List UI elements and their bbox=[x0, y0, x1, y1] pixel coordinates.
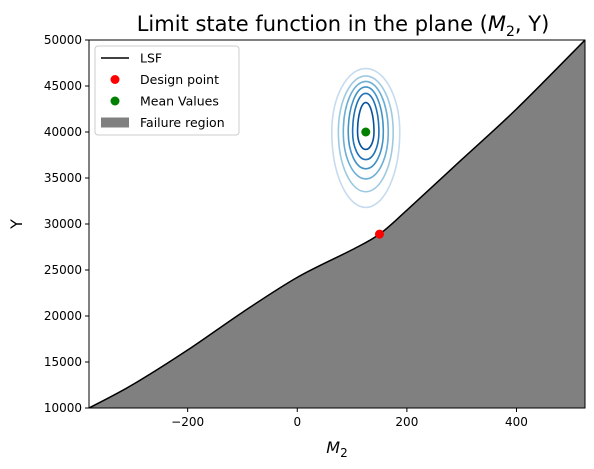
x-tick-label: 200 bbox=[395, 415, 418, 429]
legend-label-mean-values: Mean Values bbox=[140, 94, 219, 109]
legend-swatch-failure-region bbox=[101, 117, 129, 128]
y-tick-label: 25000 bbox=[44, 263, 82, 277]
mean-values-marker bbox=[361, 127, 371, 137]
chart-title: Limit state function in the plane (M2, Y… bbox=[137, 12, 550, 40]
y-tick-label: 10000 bbox=[44, 401, 82, 415]
legend: LSF Design point Mean Values Failure region bbox=[94, 45, 240, 136]
contour-level-4 bbox=[342, 80, 390, 180]
legend-swatch-design-point bbox=[110, 75, 120, 84]
contour-level-5 bbox=[337, 75, 394, 193]
y-axis-label: Y bbox=[7, 219, 26, 230]
legend-label-design-point: Design point bbox=[140, 72, 219, 87]
x-axis: −200 0 200 400 bbox=[171, 408, 528, 429]
lsf-line bbox=[89, 40, 585, 408]
legend-box bbox=[94, 45, 240, 136]
x-tick-label: 0 bbox=[293, 415, 301, 429]
legend-label-failure-region: Failure region bbox=[140, 115, 225, 130]
y-tick-label: 45000 bbox=[44, 79, 82, 93]
contour-level-6 bbox=[330, 67, 401, 209]
y-tick-label: 40000 bbox=[44, 125, 82, 139]
y-tick-label: 15000 bbox=[44, 355, 82, 369]
x-axis-label: M2 bbox=[326, 438, 347, 460]
y-tick-label: 50000 bbox=[44, 33, 82, 47]
design-point-marker bbox=[374, 229, 384, 239]
mean-values-contours bbox=[330, 67, 401, 209]
plot-area bbox=[89, 40, 585, 408]
contour-level-1 bbox=[356, 101, 375, 151]
legend-swatch-mean-values bbox=[110, 96, 120, 106]
x-tick-label: −200 bbox=[171, 415, 204, 429]
failure-region bbox=[89, 40, 585, 408]
y-axis: 10000 15000 20000 25000 30000 35000 40000 45000… bbox=[44, 33, 89, 415]
legend-label-lsf: LSF bbox=[140, 51, 162, 66]
contour-level-2 bbox=[351, 92, 380, 161]
y-tick-label: 35000 bbox=[44, 171, 82, 185]
y-tick-label: 20000 bbox=[44, 309, 82, 323]
y-tick-label: 30000 bbox=[44, 217, 82, 231]
x-tick-label: 400 bbox=[505, 415, 528, 429]
contour-level-3 bbox=[347, 86, 385, 170]
